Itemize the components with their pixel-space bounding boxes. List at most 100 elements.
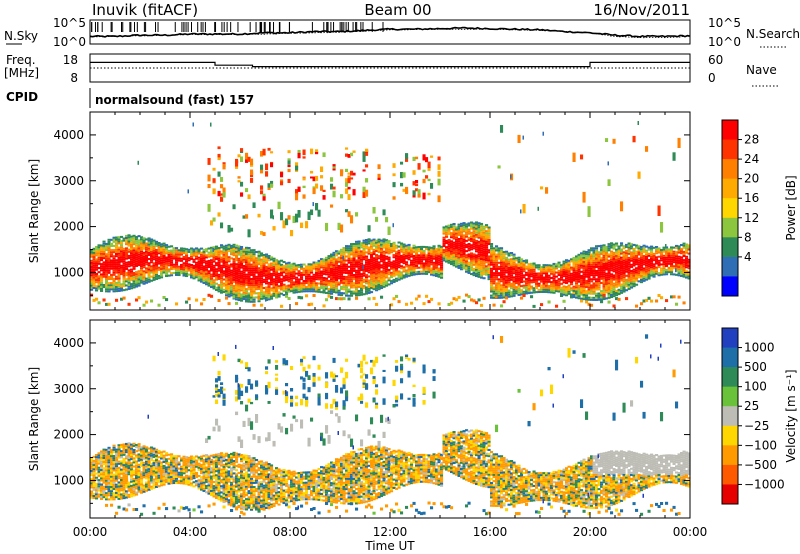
heatmap-cell (632, 274, 636, 277)
heatmap-cell (250, 286, 254, 289)
heatmap-cell (472, 232, 476, 235)
heatmap-cell (550, 266, 554, 269)
heatmap-cell (477, 230, 481, 233)
heatmap-cell (120, 268, 124, 271)
heatmap-cell (125, 234, 129, 237)
heatmap-cell (617, 245, 621, 248)
heatmap-cell (120, 246, 124, 249)
heatmap-cell (575, 257, 579, 260)
heatmap-cell (595, 292, 599, 295)
heatmap-cell (635, 304, 639, 308)
cpid-text: normalsound (fast) 157 (95, 93, 254, 107)
heatmap-cell (545, 274, 549, 277)
heatmap-cell (262, 254, 266, 257)
heatmap-cell (507, 266, 511, 269)
heatmap-cell (622, 255, 626, 258)
heatmap-cell (255, 261, 259, 264)
heatmap-cell (662, 246, 666, 249)
heatmap-cell (407, 254, 411, 257)
heatmap-cell (120, 260, 124, 263)
heatmap-cell (145, 238, 149, 241)
heatmap-cell (365, 255, 369, 258)
heatmap-cell (245, 281, 249, 284)
heatmap-cell (90, 463, 94, 466)
heatmap-cell (300, 267, 304, 270)
heatmap-cell (460, 241, 464, 244)
heatmap-cell (515, 275, 519, 278)
heatmap-cell (590, 284, 594, 287)
heatmap-cell (560, 272, 564, 275)
heatmap-cell (207, 251, 211, 254)
heatmap-cell (352, 263, 356, 266)
heatmap-cell (357, 271, 361, 274)
heatmap-cell (127, 273, 131, 276)
heatmap-cell (515, 269, 519, 272)
heatmap-cell (360, 252, 364, 255)
heatmap-cell (472, 253, 476, 256)
heatmap-cell (357, 285, 361, 288)
heatmap-cell (390, 273, 394, 276)
heatmap-cell (392, 223, 394, 228)
heatmap-cell (452, 235, 456, 238)
heatmap-cell (362, 252, 366, 255)
heatmap-cell (195, 249, 199, 252)
heatmap-cell (117, 250, 121, 253)
heatmap-cell (605, 283, 609, 286)
heatmap-cell (562, 262, 566, 265)
heatmap-cell (500, 249, 504, 252)
heatmap-cell (240, 250, 244, 253)
heatmap-cell (502, 296, 506, 299)
heatmap-cell (617, 290, 621, 293)
heatmap-cell (450, 236, 454, 239)
heatmap-cell (532, 264, 536, 267)
heatmap-cell (237, 249, 241, 252)
heatmap-cell (197, 256, 201, 259)
heatmap-cell (332, 276, 336, 279)
heatmap-cell (515, 265, 519, 268)
heatmap-cell (595, 257, 599, 260)
heatmap-cell (535, 280, 539, 283)
heatmap-cell (600, 277, 604, 280)
heatmap-cell (222, 282, 226, 285)
heatmap-cell (197, 265, 201, 268)
heatmap-cell (320, 264, 324, 267)
heatmap-cell (145, 281, 149, 284)
heatmap-cell (405, 263, 409, 266)
heatmap-cell (402, 268, 406, 271)
heatmap-cell (162, 242, 166, 245)
heatmap-cell (355, 288, 359, 291)
heatmap-cell (425, 268, 429, 271)
heatmap-cell (270, 281, 274, 284)
heatmap-cell (157, 248, 161, 251)
heatmap-cell (337, 252, 341, 255)
heatmap-cell (542, 284, 546, 287)
heatmap-cell (322, 289, 326, 292)
heatmap-cell (320, 270, 324, 273)
heatmap-cell (235, 248, 239, 251)
heatmap-cell (422, 266, 426, 269)
heatmap-cell (427, 256, 431, 259)
heatmap-cell (272, 263, 276, 266)
heatmap-cell (417, 266, 421, 269)
heatmap-cell (465, 250, 469, 253)
heatmap-cell (452, 237, 456, 240)
heatmap-cell (662, 271, 666, 274)
heatmap-cell (607, 161, 609, 166)
heatmap-cell (340, 252, 344, 255)
heatmap-cell (675, 269, 679, 272)
heatmap-cell (485, 248, 489, 251)
heatmap-cell (177, 249, 181, 252)
heatmap-cell (227, 243, 231, 246)
heatmap-cell (612, 304, 616, 308)
heatmap-cell (220, 222, 224, 229)
heatmap-cell (520, 289, 524, 292)
heatmap-cell (265, 282, 269, 285)
heatmap-cell (232, 243, 236, 246)
heatmap-cell (460, 243, 464, 246)
heatmap-cell (305, 286, 309, 289)
heatmap-cell (165, 262, 169, 265)
heatmap-cell (310, 269, 314, 272)
heatmap-cell (132, 261, 136, 264)
heatmap-cell (522, 276, 526, 279)
colorbar-label: 24 (744, 152, 759, 166)
